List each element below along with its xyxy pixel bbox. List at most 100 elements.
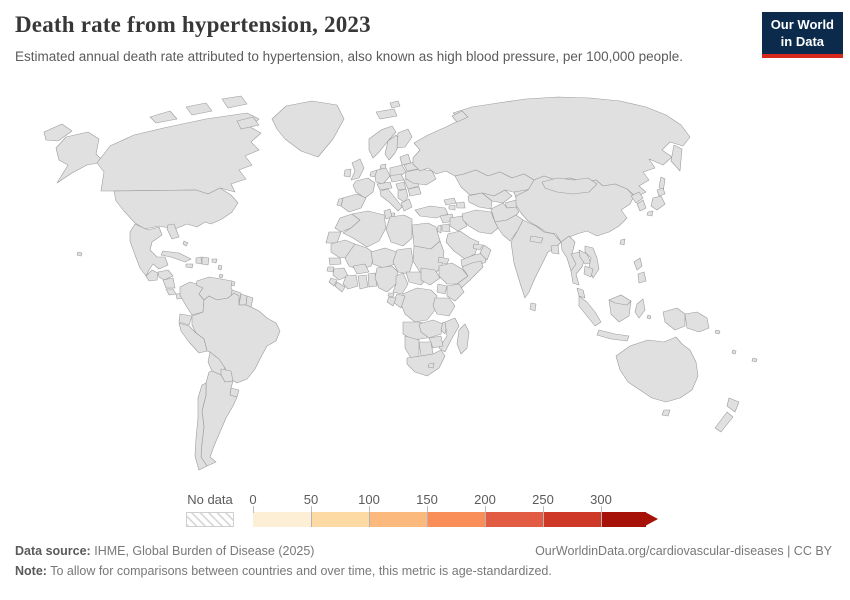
country-usa[interactable] [113,187,239,230]
country-chile[interactable] [194,382,208,471]
country-zambia[interactable] [418,319,444,339]
country-brazil[interactable] [191,292,281,384]
country-jordan[interactable] [441,223,451,233]
country-tanzania[interactable] [432,297,456,317]
country-philippines[interactable] [633,257,643,271]
country-mexico[interactable] [129,223,169,277]
country-south-sudan[interactable] [420,267,441,286]
country-japan[interactable] [650,195,666,211]
country-ecuador[interactable] [178,313,193,326]
country-greece[interactable] [400,198,413,212]
country-south-korea[interactable] [636,199,647,212]
country-malaysia[interactable] [576,287,586,299]
country-france[interactable] [352,177,376,199]
country-peru[interactable] [178,322,208,354]
country-ghana[interactable] [357,274,369,290]
legend-bin-300+[interactable] [601,512,646,527]
country-uae[interactable] [472,243,484,251]
country-bahamas[interactable] [182,240,189,247]
country-senegal[interactable] [328,257,342,266]
country-bulgaria[interactable] [407,186,422,197]
country-liberia[interactable] [334,281,346,293]
country-poland[interactable] [389,164,407,177]
owid-logo[interactable]: Our World in Data [761,12,843,59]
country-georgia[interactable] [443,197,457,206]
country-greenland[interactable] [271,100,345,158]
country-russia-chukotka[interactable] [43,123,73,142]
country-japan[interactable] [646,210,654,217]
country-indonesia-sumatra[interactable] [578,295,602,327]
country-sri-lanka[interactable] [529,302,537,312]
country-mozambique[interactable] [438,317,460,353]
country-russia-kamchatka[interactable] [670,144,683,172]
country-new-zealand[interactable] [714,411,734,433]
country-honduras[interactable] [157,269,174,281]
country-argentina[interactable] [200,370,238,467]
country-namibia[interactable] [404,335,420,359]
country-canada[interactable] [236,116,260,130]
license-text[interactable]: CC BY [793,544,832,558]
country-north-korea[interactable] [630,191,644,204]
country-jamaica[interactable] [185,263,194,269]
country-ivory-coast[interactable] [342,274,359,290]
country-solomon-islands[interactable] [714,329,721,335]
country-vanuatu[interactable] [731,349,737,355]
country-australia[interactable] [615,336,699,403]
country-dr-congo[interactable] [400,287,438,323]
country-ireland[interactable] [343,168,352,178]
owid-link[interactable]: OurWorldinData.org/cardiovascular-diseas… [535,544,784,558]
country-togo-benin[interactable] [367,272,378,288]
country-sweden[interactable] [384,134,402,161]
country-germany[interactable] [374,167,391,185]
country-oman[interactable] [479,244,492,261]
country-hungary[interactable] [395,181,407,191]
country-israel[interactable] [436,224,442,234]
country-papua-new-guinea[interactable] [684,311,710,333]
country-indonesia-java[interactable] [596,329,630,342]
country-indonesia-sulawesi[interactable] [634,298,646,319]
country-indonesia-west-papua[interactable] [662,307,686,331]
country-canada[interactable] [149,110,178,124]
country-australia-tasmania[interactable] [661,409,671,417]
country-svalbard[interactable] [389,100,401,109]
country-iran[interactable] [461,209,499,235]
country-iceland[interactable] [375,108,398,120]
country-balkans[interactable] [397,188,409,203]
country-niger[interactable] [370,247,398,269]
country-dominican-republic[interactable] [201,256,210,266]
country-gabon[interactable] [386,296,397,307]
country-guinea[interactable] [332,267,349,281]
legend-bin-100-150[interactable] [369,512,428,527]
country-canada[interactable] [221,95,248,109]
country-western-sahara[interactable] [325,231,342,244]
country-cameroon[interactable] [392,272,409,295]
country-cuba[interactable] [160,250,192,263]
country-new-zealand[interactable] [726,397,740,413]
country-bangladesh[interactable] [550,244,560,255]
country-puerto-rico[interactable] [211,258,218,264]
country-algeria[interactable] [342,210,387,248]
country-haiti[interactable] [195,256,203,265]
country-saudi-arabia[interactable] [445,230,480,260]
legend-bin-250-300[interactable] [543,512,602,527]
country-usa-florida[interactable] [166,223,180,240]
country-lesser-antilles[interactable] [218,273,224,279]
legend-bin-150-200[interactable] [427,512,486,527]
country-indonesia-maluku[interactable] [646,314,652,320]
country-spain[interactable] [340,193,367,213]
country-azerbaijan[interactable] [455,201,466,209]
country-lesser-antilles[interactable] [217,264,223,271]
country-usa-alaska[interactable] [55,131,105,184]
legend-bin-0-50[interactable] [253,512,311,527]
country-canada[interactable] [185,102,213,116]
country-taiwan[interactable] [619,238,626,246]
country-costa-rica[interactable] [165,288,177,296]
country-burkina-faso[interactable] [352,263,370,275]
country-italy[interactable] [379,188,403,212]
country-vietnam[interactable] [584,245,600,279]
country-turkey[interactable] [414,205,449,219]
country-armenia[interactable] [448,204,456,211]
country-kenya[interactable] [446,283,465,302]
country-japan[interactable] [656,187,666,197]
legend-no-data-swatch[interactable] [186,512,234,527]
